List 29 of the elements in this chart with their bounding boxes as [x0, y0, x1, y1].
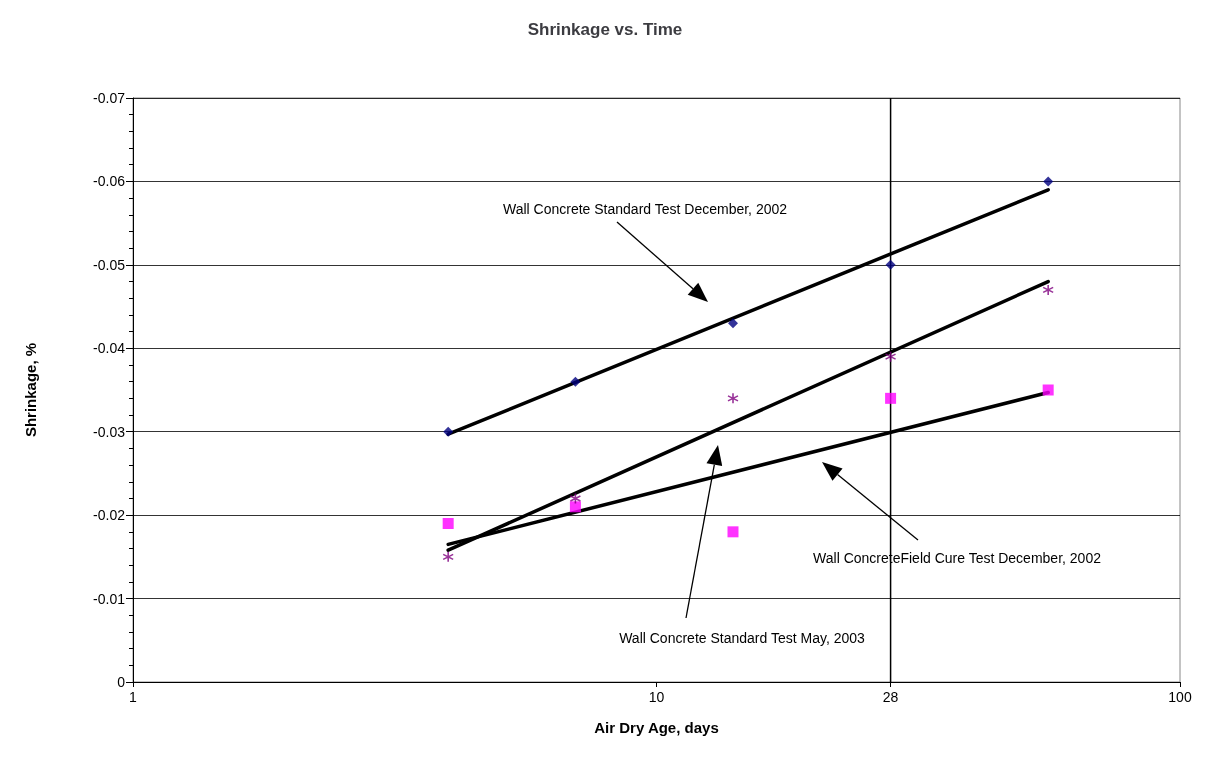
y-tick-label: 0 — [117, 674, 126, 690]
x-tick-label: 10 — [648, 689, 665, 705]
point — [1042, 384, 1054, 396]
y-axis-title: Shrinkage, % — [22, 342, 39, 438]
x-axis-title: Air Dry Age, days — [594, 719, 719, 736]
y-tick-label: -0.06 — [93, 173, 126, 190]
y-tick-label: -0.05 — [93, 256, 126, 273]
point — [885, 259, 896, 270]
point — [570, 376, 581, 387]
x-tick-label: 28 — [882, 689, 899, 705]
point — [885, 392, 897, 404]
y-tick-label: -0.03 — [93, 423, 126, 440]
chart-title: Shrinkage vs. Time — [527, 20, 683, 39]
y-tick-label: -0.07 — [93, 90, 126, 106]
x-tick-label: 100 — [1168, 689, 1192, 705]
point — [728, 318, 738, 329]
y-tick-label: -0.02 — [93, 507, 126, 524]
annotation: Wall Concrete Standard Test May, 2003 — [619, 630, 866, 646]
point — [727, 392, 739, 405]
point — [884, 350, 897, 363]
annotation: Wall Concrete Standard Test December, 2002 — [502, 201, 788, 217]
point — [727, 526, 739, 538]
point — [569, 492, 582, 505]
point — [1043, 176, 1054, 187]
y-tick-label: -0.04 — [93, 340, 126, 357]
x-tick-label: 1 — [129, 689, 138, 705]
y-tick-label: -0.01 — [93, 590, 126, 607]
point — [569, 501, 581, 513]
point — [1042, 284, 1054, 296]
